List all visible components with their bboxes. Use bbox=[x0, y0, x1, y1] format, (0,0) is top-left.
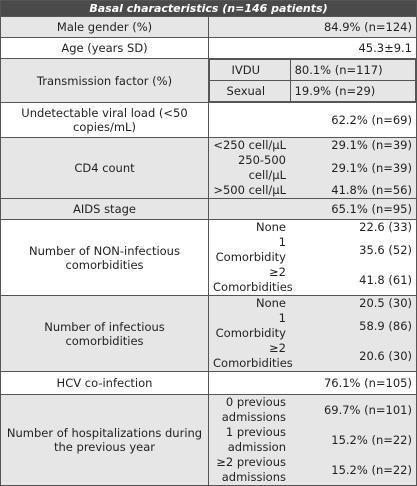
row-value: 62.2% (n=69) bbox=[208, 102, 417, 138]
row-values: IVDU 80.1% (n=117) Sexual 19.9% (n=29) bbox=[208, 58, 417, 103]
sub-value: 69.7% (n=101) bbox=[294, 395, 412, 425]
table-row: Male gender (%) 84.9% (n=124) bbox=[0, 16, 417, 38]
sub-value: 41.8 (61) bbox=[359, 272, 412, 287]
table-row: Number of hospitalizations during the pr… bbox=[0, 394, 417, 486]
sub-row: IVDU 80.1% (n=117) bbox=[209, 59, 417, 81]
sub-value: 41.8% (n=56) bbox=[294, 183, 412, 198]
sub-table: 0 previous admissions 69.7% (n=101) 1 prev… bbox=[213, 395, 412, 485]
row-value: 65.1% (n=95) bbox=[208, 198, 417, 220]
sub-label: 1 Comorbidity bbox=[213, 311, 294, 341]
row-label: Transmission factor (%) bbox=[0, 58, 209, 103]
sub-value: 19.9% (n=29) bbox=[289, 80, 417, 102]
table-row: Transmission factor (%) IVDU 80.1% (n=117)… bbox=[0, 58, 417, 103]
sub-row: None 22.6 (33) bbox=[213, 220, 412, 235]
sub-table: <250 cell/μL 29.1% (n=39) 250-500 cell/μL 2… bbox=[213, 138, 412, 198]
sub-label: 1 Comorbidity bbox=[215, 235, 286, 264]
row-value: 45.3±9.1 bbox=[208, 37, 417, 59]
sub-value: 15.2% (n=22) bbox=[294, 425, 412, 455]
sub-row: 0 previous admissions 69.7% (n=101) bbox=[213, 395, 412, 425]
sub-row: 1 Comorbidity 58.9 (86) bbox=[213, 311, 412, 341]
sub-value: 20.5 (30) bbox=[294, 296, 412, 311]
sub-label: 1 previous admission bbox=[213, 425, 294, 455]
sub-value: 22.6 (33) bbox=[359, 220, 412, 234]
sub-label: None bbox=[255, 220, 286, 234]
sub-value: 15.2% (n=22) bbox=[294, 455, 412, 485]
sub-table: None 20.5 (30) 1 Comorbidity 58.9 (86) ≥2 Co… bbox=[213, 296, 412, 371]
sub-value: 80.1% (n=117) bbox=[289, 59, 417, 81]
sub-label: <250 cell/μL bbox=[213, 138, 294, 153]
sub-row: ≥2 previous admissions 15.2% (n=22) bbox=[213, 455, 412, 485]
row-label: Number of NON-infectious comorbidities bbox=[0, 219, 209, 296]
sub-label: ≥2 Comorbidities bbox=[213, 341, 294, 371]
table-row: Age (years SD) 45.3±9.1 bbox=[0, 37, 417, 59]
sub-value: 29.1% (n=39) bbox=[294, 138, 412, 153]
sub-value: 29.1% (n=39) bbox=[294, 153, 412, 183]
sub-row: 1 Comorbidity 35.6 (52) bbox=[213, 235, 412, 265]
sub-row: ≥2 Comorbidities 20.6 (30) bbox=[213, 341, 412, 371]
row-values: 0 previous admissions 69.7% (n=101) 1 prev… bbox=[208, 394, 417, 486]
sub-row: 1 previous admission 15.2% (n=22) bbox=[213, 425, 412, 455]
row-label: AIDS stage bbox=[0, 198, 209, 220]
sub-value: 35.6 (52) bbox=[359, 242, 412, 257]
sub-value: 58.9 (86) bbox=[294, 311, 412, 341]
table-row: Number of infectious comorbidities None 20… bbox=[0, 295, 417, 372]
sub-label: 250-500 cell/μL bbox=[213, 153, 294, 183]
sub-value: 20.6 (30) bbox=[294, 341, 412, 371]
sub-label: Sexual bbox=[209, 80, 291, 102]
table-row: Undetectable viral load (<50 copies/mL) 6… bbox=[0, 102, 417, 138]
sub-row: ≥2 Comorbidities 41.8 (61) bbox=[213, 265, 412, 295]
table-row: HCV co-infection 76.1% (n=105) bbox=[0, 371, 417, 395]
table-row: Number of NON-infectious comorbidities No… bbox=[0, 219, 417, 296]
sub-label: ≥2 Comorbidities bbox=[213, 265, 293, 294]
sub-table: IVDU 80.1% (n=117) Sexual 19.9% (n=29) bbox=[209, 59, 417, 102]
row-label: Male gender (%) bbox=[0, 16, 209, 38]
sub-label: None bbox=[213, 296, 294, 311]
row-label: Undetectable viral load (<50 copies/mL) bbox=[0, 102, 209, 138]
row-label: Number of infectious comorbidities bbox=[0, 295, 209, 372]
row-label: Age (years SD) bbox=[0, 37, 209, 59]
sub-row: None 20.5 (30) bbox=[213, 296, 412, 311]
sub-table: None 22.6 (33) 1 Comorbidity 35.6 (52) ≥2 Co… bbox=[213, 220, 412, 295]
row-label: HCV co-infection bbox=[0, 371, 209, 395]
sub-label: IVDU bbox=[209, 59, 291, 81]
sub-row: 250-500 cell/μL 29.1% (n=39) bbox=[213, 153, 412, 183]
row-label: Number of hospitalizations during the pr… bbox=[0, 394, 209, 486]
row-values: None 20.5 (30) 1 Comorbidity 58.9 (86) ≥2 Co… bbox=[208, 295, 417, 372]
table-row: CD4 count <250 cell/μL 29.1% (n=39) 250-500… bbox=[0, 137, 417, 199]
row-value: 84.9% (n=124) bbox=[208, 16, 417, 38]
sub-row: Sexual 19.9% (n=29) bbox=[209, 80, 417, 102]
table-title: Basal characteristics (n=146 patients) bbox=[0, 0, 417, 17]
sub-label: 0 previous admissions bbox=[213, 395, 294, 425]
table-row: AIDS stage 65.1% (n=95) bbox=[0, 198, 417, 220]
sub-label: ≥2 previous admissions bbox=[213, 455, 294, 485]
row-values: None 22.6 (33) 1 Comorbidity 35.6 (52) ≥2 Co… bbox=[208, 219, 417, 296]
row-label: CD4 count bbox=[0, 137, 209, 199]
sub-row: >500 cell/μL 41.8% (n=56) bbox=[213, 183, 412, 198]
row-value: 76.1% (n=105) bbox=[208, 371, 417, 395]
row-values: <250 cell/μL 29.1% (n=39) 250-500 cell/μL 2… bbox=[208, 137, 417, 199]
sub-label: >500 cell/μL bbox=[213, 183, 294, 198]
sub-row: <250 cell/μL 29.1% (n=39) bbox=[213, 138, 412, 153]
